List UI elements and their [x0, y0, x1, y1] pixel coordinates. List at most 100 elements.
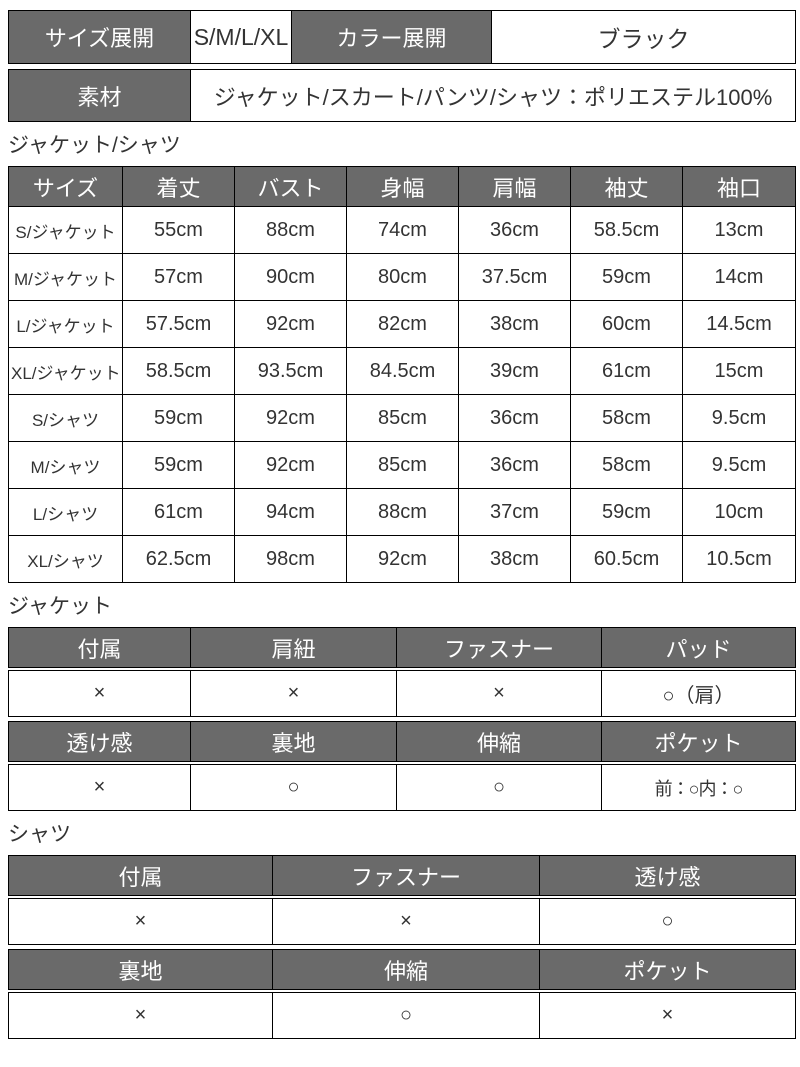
shirt-attr-header-row-1: 付属 ファスナー 透け感 — [8, 855, 796, 896]
attr-header: 肩紐 — [190, 627, 397, 668]
attr-header: ファスナー — [396, 627, 602, 668]
measurement-cell: 92cm — [234, 300, 347, 348]
measurement-cell: 58.5cm — [122, 347, 235, 395]
column-header: 肩幅 — [458, 166, 571, 207]
measurement-cell: 10cm — [682, 488, 796, 536]
column-header: 身幅 — [346, 166, 459, 207]
jacket-attr-header-row-2: 透け感 裏地 伸縮 ポケット — [8, 721, 796, 762]
color-range-value: ブラック — [491, 10, 796, 64]
size-range-label: サイズ展開 — [8, 10, 191, 64]
size-row-label: XL/ジャケット — [8, 347, 123, 395]
shirt-attr-value-row-2: × ○ × — [8, 992, 796, 1039]
table-row: M/ジャケット 57cm 90cm 80cm 37.5cm 59cm 14cm — [8, 253, 796, 301]
measurement-cell: 82cm — [346, 300, 459, 348]
attr-header: 付属 — [8, 627, 191, 668]
measurement-cell: 59cm — [122, 441, 235, 489]
attr-header: 透け感 — [8, 721, 191, 762]
attr-value: ○ — [539, 898, 796, 945]
column-header: 袖口 — [682, 166, 796, 207]
table-row: 裏地 伸縮 ポケット — [8, 949, 796, 990]
measurement-cell: 92cm — [234, 394, 347, 442]
measurement-cell: 85cm — [346, 441, 459, 489]
measurement-cell: 85cm — [346, 394, 459, 442]
attr-value: × — [539, 992, 796, 1039]
column-header: バスト — [234, 166, 347, 207]
column-header: 着丈 — [122, 166, 235, 207]
measurement-cell: 62.5cm — [122, 535, 235, 583]
measurement-cell: 60cm — [570, 300, 683, 348]
info-table-size-color: サイズ展開 S/M/L/XL カラー展開 ブラック — [8, 10, 796, 64]
size-table-header-row: サイズ 着丈 バスト 身幅 肩幅 袖丈 袖口 — [8, 166, 796, 207]
size-chart-page: サイズ展開 S/M/L/XL カラー展開 ブラック 素材 ジャケット/スカート/… — [8, 10, 796, 1039]
attr-value: × — [190, 670, 397, 717]
attr-header: 裏地 — [190, 721, 397, 762]
measurement-cell: 9.5cm — [682, 394, 796, 442]
attr-header: 伸縮 — [272, 949, 540, 990]
measurement-cell: 36cm — [458, 206, 571, 254]
table-row: × ○ ○ 前：○内：○ — [8, 764, 796, 811]
measurement-cell: 84.5cm — [346, 347, 459, 395]
measurement-cell: 93.5cm — [234, 347, 347, 395]
attr-value: ○ — [272, 992, 540, 1039]
measurement-cell: 57cm — [122, 253, 235, 301]
attr-header: 裏地 — [8, 949, 273, 990]
size-measurements-table: サイズ 着丈 バスト 身幅 肩幅 袖丈 袖口 S/ジャケット 55cm 88cm… — [8, 166, 796, 583]
measurement-cell: 38cm — [458, 535, 571, 583]
measurement-cell: 61cm — [122, 488, 235, 536]
attr-value: ○（肩） — [601, 670, 796, 717]
attr-header: 付属 — [8, 855, 273, 896]
table-row: × × ○ — [8, 898, 796, 945]
attr-header: 伸縮 — [396, 721, 602, 762]
attr-header: ポケット — [539, 949, 796, 990]
color-range-label: カラー展開 — [291, 10, 492, 64]
measurement-cell: 37cm — [458, 488, 571, 536]
shirt-attr-header-row-2: 裏地 伸縮 ポケット — [8, 949, 796, 990]
measurement-cell: 13cm — [682, 206, 796, 254]
measurement-cell: 38cm — [458, 300, 571, 348]
info-row: 素材 ジャケット/スカート/パンツ/シャツ：ポリエステル100% — [8, 69, 796, 122]
measurement-cell: 88cm — [346, 488, 459, 536]
measurement-cell: 39cm — [458, 347, 571, 395]
measurement-cell: 14cm — [682, 253, 796, 301]
attr-value: × — [8, 992, 273, 1039]
attr-value: × — [396, 670, 602, 717]
measurement-cell: 98cm — [234, 535, 347, 583]
table-row: 付属 肩紐 ファスナー パッド — [8, 627, 796, 668]
measurement-cell: 15cm — [682, 347, 796, 395]
measurement-cell: 88cm — [234, 206, 347, 254]
measurement-cell: 59cm — [122, 394, 235, 442]
section-title-jacket-shirt: ジャケット/シャツ — [8, 134, 181, 157]
jacket-attr-header-row-1: 付属 肩紐 ファスナー パッド — [8, 627, 796, 668]
measurement-cell: 36cm — [458, 441, 571, 489]
measurement-cell: 94cm — [234, 488, 347, 536]
table-row: × ○ × — [8, 992, 796, 1039]
measurement-cell: 58cm — [570, 441, 683, 489]
table-row: × × × ○（肩） — [8, 670, 796, 717]
size-row-label: L/シャツ — [8, 488, 123, 536]
info-table-material: 素材 ジャケット/スカート/パンツ/シャツ：ポリエステル100% — [8, 69, 796, 122]
column-header: 袖丈 — [570, 166, 683, 207]
table-row: XL/ジャケット 58.5cm 93.5cm 84.5cm 39cm 61cm … — [8, 347, 796, 395]
attr-value: × — [8, 898, 273, 945]
measurement-cell: 9.5cm — [682, 441, 796, 489]
measurement-cell: 90cm — [234, 253, 347, 301]
table-row: M/シャツ 59cm 92cm 85cm 36cm 58cm 9.5cm — [8, 441, 796, 489]
measurement-cell: 57.5cm — [122, 300, 235, 348]
section-title-shirt: シャツ — [8, 823, 71, 846]
section-title-jacket: ジャケット — [8, 595, 112, 618]
table-row: 透け感 裏地 伸縮 ポケット — [8, 721, 796, 762]
table-row: S/ジャケット 55cm 88cm 74cm 36cm 58.5cm 13cm — [8, 206, 796, 254]
size-row-label: M/シャツ — [8, 441, 123, 489]
measurement-cell: 36cm — [458, 394, 571, 442]
measurement-cell: 92cm — [346, 535, 459, 583]
table-row: L/ジャケット 57.5cm 92cm 82cm 38cm 60cm 14.5c… — [8, 300, 796, 348]
table-row: XL/シャツ 62.5cm 98cm 92cm 38cm 60.5cm 10.5… — [8, 535, 796, 583]
measurement-cell: 92cm — [234, 441, 347, 489]
size-row-label: XL/シャツ — [8, 535, 123, 583]
table-row: S/シャツ 59cm 92cm 85cm 36cm 58cm 9.5cm — [8, 394, 796, 442]
attr-value: ○ — [190, 764, 397, 811]
attr-header: ファスナー — [272, 855, 540, 896]
info-row: サイズ展開 S/M/L/XL カラー展開 ブラック — [8, 10, 796, 64]
attr-value: ○ — [396, 764, 602, 811]
measurement-cell: 55cm — [122, 206, 235, 254]
